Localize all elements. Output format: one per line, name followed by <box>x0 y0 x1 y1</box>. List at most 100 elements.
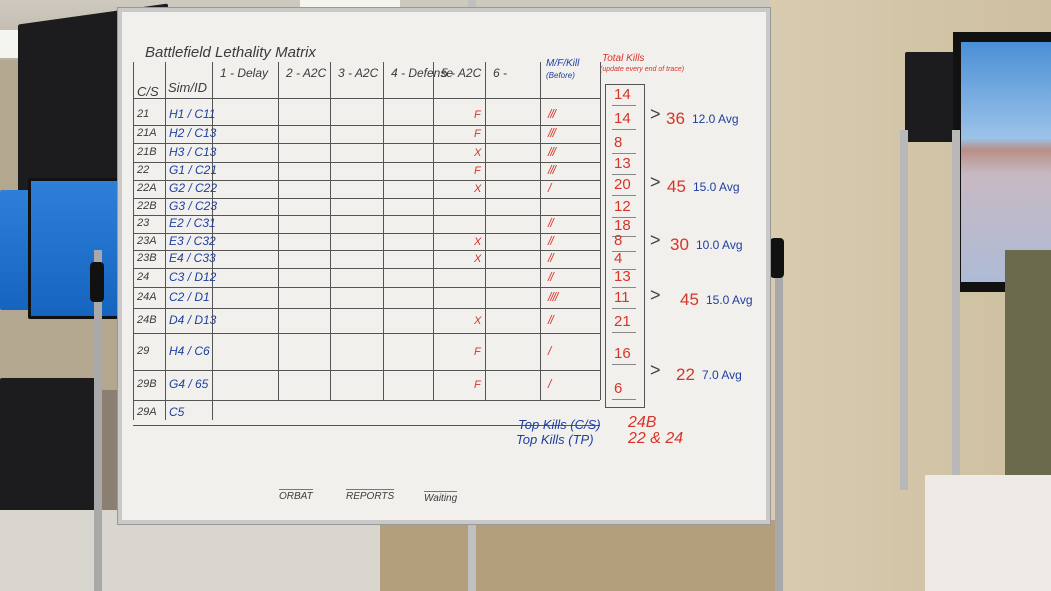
row-callsign: 22 <box>137 164 150 176</box>
header-sim-id: Sim/ID <box>168 80 207 95</box>
row-status-mark: F <box>474 165 481 177</box>
group-bracket: > <box>650 104 661 124</box>
group-bracket: > <box>650 230 661 250</box>
total-kills-divider <box>612 308 636 309</box>
total-kills-value: 13 <box>614 268 631 285</box>
row-sim-id: G4 / 65 <box>169 377 209 391</box>
board-stand-leg <box>94 250 102 591</box>
row-callsign: 23 <box>137 217 150 229</box>
column-divider <box>165 62 166 420</box>
row-sim-id: D4 / D13 <box>169 312 217 327</box>
person <box>1005 250 1051 480</box>
board-clamp <box>90 262 104 302</box>
total-kills-divider <box>612 129 636 130</box>
group-sum: 45 <box>667 177 686 196</box>
column-divider <box>133 62 134 420</box>
group-average: 7.0 Avg <box>702 368 742 382</box>
board-clamp <box>770 238 784 278</box>
row-callsign: 23B <box>137 252 157 264</box>
footer-orbat: ORBAT <box>279 489 313 502</box>
row-sim-id: C5 <box>169 404 185 419</box>
header-divider <box>133 98 600 99</box>
truss-stand <box>900 130 960 490</box>
row-mfk-tally: / <box>548 181 552 195</box>
row-divider <box>133 180 600 181</box>
row-mfk-tally: //// <box>548 289 558 304</box>
top-kills-cs-label: Top Kills (C/S) <box>518 417 601 432</box>
row-mfk-tally: / <box>548 377 552 391</box>
row-sim-id: H4 / C6 <box>169 343 210 358</box>
header-phase: 2 - A2C <box>286 66 327 80</box>
group-sum: 45 <box>680 290 699 309</box>
column-divider <box>383 62 384 400</box>
row-divider <box>133 125 600 126</box>
paper-map <box>925 475 1051 591</box>
row-callsign: 24B <box>137 313 157 326</box>
group-average: 15.0 Avg <box>693 180 740 194</box>
total-kills-divider <box>612 287 636 288</box>
row-divider <box>133 198 600 199</box>
row-divider <box>133 370 600 371</box>
group-bracket: > <box>650 172 661 192</box>
header-phase: 5 - A2C <box>441 66 482 80</box>
top-kills-tp-label: Top Kills (TP) <box>516 432 594 447</box>
total-kills-value: 21 <box>614 313 631 330</box>
group-bracket: > <box>650 360 661 380</box>
row-sim-id: E3 / C32 <box>169 233 216 248</box>
row-callsign: 29 <box>137 344 150 357</box>
row-sim-id: H1 / C11 <box>169 107 216 121</box>
row-divider <box>133 400 600 401</box>
row-mfk-tally: // <box>548 251 554 265</box>
group-sum: 36 <box>666 109 685 128</box>
row-sim-id: H2 / C13 <box>169 126 217 140</box>
column-divider <box>600 62 601 400</box>
column-divider <box>212 62 213 420</box>
total-kills-divider <box>612 217 636 218</box>
row-divider <box>133 143 600 144</box>
speaker <box>905 52 955 142</box>
total-kills-divider <box>612 105 636 106</box>
row-sim-id: G2 / C22 <box>169 181 218 195</box>
row-sim-id: C2 / D1 <box>169 289 210 304</box>
group-sum: 22 <box>676 365 695 384</box>
total-kills-divider <box>612 364 636 365</box>
total-kills-value: 20 <box>614 176 631 193</box>
group-sum: 30 <box>670 235 689 254</box>
header-phase: 1 - Delay <box>220 66 269 80</box>
total-kills-box <box>605 84 645 408</box>
row-sim-id: C3 / D12 <box>169 269 217 284</box>
row-mfk-tally: /// <box>548 163 556 177</box>
header-phase: 4 - Defense <box>391 66 454 80</box>
header-mfk-sub: (Before) <box>546 71 575 80</box>
row-status-mark: F <box>474 345 481 358</box>
total-kills-divider <box>612 174 636 175</box>
group-average: 15.0 Avg <box>706 293 753 307</box>
column-divider <box>330 62 331 400</box>
row-sim-id: H3 / C13 <box>169 144 217 159</box>
row-mfk-tally: // <box>548 216 554 230</box>
row-callsign: 29B <box>137 378 157 390</box>
total-kills-divider <box>612 399 636 400</box>
top-kills-tp-value: 22 & 24 <box>628 430 684 447</box>
row-mfk-tally: // <box>548 233 554 248</box>
row-callsign: 24A <box>137 290 157 303</box>
row-callsign: 21 <box>137 108 150 120</box>
total-kills-value: 13 <box>614 155 631 172</box>
column-divider <box>278 62 279 400</box>
whiteboard <box>118 8 770 524</box>
board-stand-leg <box>775 250 783 591</box>
row-callsign: 29A <box>137 405 157 418</box>
total-kills-value: 11 <box>614 289 630 306</box>
total-kills-value: 14 <box>614 86 631 103</box>
header-phase: 3 - A2C <box>338 66 379 80</box>
row-divider <box>133 268 600 269</box>
row-sim-id: E4 / C33 <box>169 251 216 265</box>
total-kills-divider <box>612 236 636 237</box>
row-callsign: 21B <box>137 145 157 158</box>
row-status-mark: X <box>474 146 482 159</box>
row-sim-id: G1 / C21 <box>169 163 218 177</box>
row-status-mark: X <box>474 253 482 265</box>
total-kills-value: 16 <box>614 345 631 362</box>
total-kills-divider <box>612 332 636 333</box>
row-mfk-tally: /// <box>548 126 556 140</box>
